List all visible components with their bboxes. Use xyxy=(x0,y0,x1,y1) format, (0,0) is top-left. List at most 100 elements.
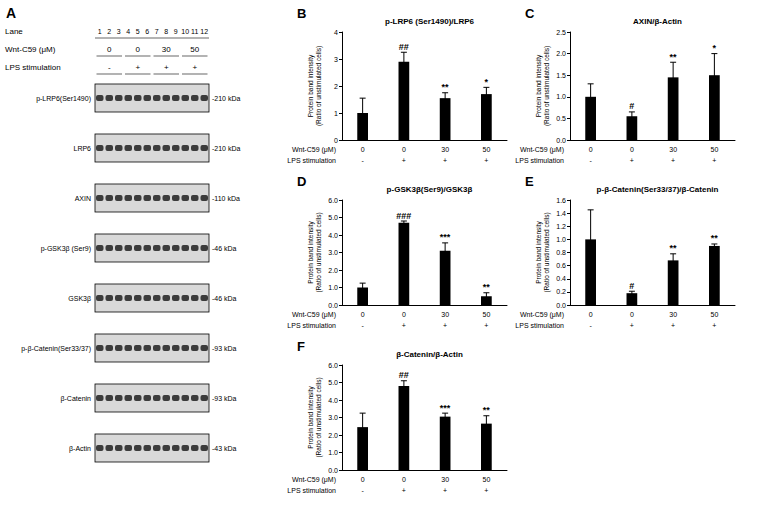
svg-text:+: + xyxy=(712,157,716,164)
svg-text:50: 50 xyxy=(190,45,199,54)
svg-text:Protein band intensity: Protein band intensity xyxy=(535,220,543,283)
svg-text:3.0: 3.0 xyxy=(328,414,338,421)
svg-text:-210 kDa: -210 kDa xyxy=(212,95,241,102)
svg-text:30: 30 xyxy=(669,311,677,318)
svg-text:Wnt-C59 (μM): Wnt-C59 (μM) xyxy=(292,476,336,484)
svg-text:Wnt-C59 (μM): Wnt-C59 (μM) xyxy=(292,311,336,319)
svg-text:**: ** xyxy=(670,52,678,62)
svg-text:-: - xyxy=(361,487,364,494)
svg-text:GSK3β: GSK3β xyxy=(68,295,91,303)
svg-text:0: 0 xyxy=(361,146,365,153)
svg-text:0.8: 0.8 xyxy=(556,249,566,256)
svg-text:11: 11 xyxy=(191,28,198,35)
svg-text:0: 0 xyxy=(107,45,112,54)
svg-text:-: - xyxy=(361,157,364,164)
svg-text:p-β-Catenin(Ser33/37): p-β-Catenin(Ser33/37) xyxy=(21,345,91,353)
svg-text:+: + xyxy=(443,157,447,164)
svg-text:2.0: 2.0 xyxy=(328,432,338,439)
svg-text:**: ** xyxy=(483,405,491,415)
svg-text:-: - xyxy=(108,63,111,72)
svg-text:(Ratio of unstimulated cells): (Ratio of unstimulated cells) xyxy=(315,46,323,126)
svg-text:7: 7 xyxy=(155,28,159,35)
svg-text:0: 0 xyxy=(402,146,406,153)
svg-text:4: 4 xyxy=(126,28,130,35)
svg-text:Wnt-C59 (μM): Wnt-C59 (μM) xyxy=(520,311,564,319)
svg-text:0: 0 xyxy=(402,311,406,318)
svg-text:2.0: 2.0 xyxy=(556,50,566,57)
svg-text:*: * xyxy=(485,77,489,87)
svg-text:30: 30 xyxy=(669,146,677,153)
svg-text:LPS stimulation: LPS stimulation xyxy=(515,157,564,164)
svg-text:1: 1 xyxy=(98,28,102,35)
svg-text:0: 0 xyxy=(589,146,593,153)
svg-text:-46 kDa: -46 kDa xyxy=(212,245,237,252)
svg-text:+: + xyxy=(164,63,169,72)
svg-text:+: + xyxy=(484,322,488,329)
svg-text:50: 50 xyxy=(482,311,490,318)
svg-text:0: 0 xyxy=(589,311,593,318)
svg-text:0: 0 xyxy=(361,311,365,318)
svg-text:30: 30 xyxy=(441,311,449,318)
svg-text:3: 3 xyxy=(117,28,121,35)
svg-text:A: A xyxy=(6,5,16,21)
svg-text:AXIN: AXIN xyxy=(75,195,91,202)
svg-text:-110 kDa: -110 kDa xyxy=(212,195,240,202)
svg-text:50: 50 xyxy=(482,476,490,483)
svg-text:-210 kDa: -210 kDa xyxy=(212,145,241,152)
svg-text:0: 0 xyxy=(402,476,406,483)
svg-text:Wnt-C59 (μM): Wnt-C59 (μM) xyxy=(292,146,336,154)
svg-text:(Ratio of unstimulated cells): (Ratio of unstimulated cells) xyxy=(315,212,323,292)
svg-text:+: + xyxy=(671,157,675,164)
svg-text:LPS stimulation: LPS stimulation xyxy=(5,63,61,72)
svg-text:0.2: 0.2 xyxy=(556,288,566,295)
svg-text:#: # xyxy=(629,101,634,111)
svg-text:E: E xyxy=(525,174,534,189)
svg-text:6.0: 6.0 xyxy=(328,197,338,204)
svg-text:p-LRP6(Ser1490): p-LRP6(Ser1490) xyxy=(36,95,91,103)
svg-text:1.6: 1.6 xyxy=(556,197,566,204)
svg-text:#: # xyxy=(629,281,634,291)
svg-text:-93 kDa: -93 kDa xyxy=(212,345,237,352)
svg-text:9: 9 xyxy=(174,28,178,35)
svg-text:1.0: 1.0 xyxy=(328,284,338,291)
svg-text:+: + xyxy=(630,157,634,164)
svg-text:Wnt-C59 (μM): Wnt-C59 (μM) xyxy=(5,45,56,54)
svg-text:+: + xyxy=(484,487,488,494)
svg-text:β-Catenin: β-Catenin xyxy=(61,395,92,403)
svg-text:4.0: 4.0 xyxy=(328,232,338,239)
svg-text:-: - xyxy=(361,322,364,329)
svg-text:LRP6: LRP6 xyxy=(73,145,91,152)
svg-text:0: 0 xyxy=(334,137,338,144)
svg-text:+: + xyxy=(484,157,488,164)
svg-text:+: + xyxy=(192,63,197,72)
svg-text:3: 3 xyxy=(334,56,338,63)
svg-text:50: 50 xyxy=(710,311,718,318)
svg-text:LPS stimulation: LPS stimulation xyxy=(287,487,336,494)
svg-text:-: - xyxy=(589,157,592,164)
svg-text:1.4: 1.4 xyxy=(556,210,566,217)
svg-text:10: 10 xyxy=(181,28,189,35)
svg-text:Protein band intensity: Protein band intensity xyxy=(307,54,315,117)
svg-text:6: 6 xyxy=(145,28,149,35)
svg-text:LPS stimulation: LPS stimulation xyxy=(287,157,336,164)
svg-text:0.4: 0.4 xyxy=(556,275,566,282)
svg-text:5.0: 5.0 xyxy=(328,214,338,221)
svg-text:2: 2 xyxy=(107,28,111,35)
svg-text:β-Catenin/β-Actin: β-Catenin/β-Actin xyxy=(396,350,463,359)
svg-text:+: + xyxy=(402,157,406,164)
svg-text:LPS stimulation: LPS stimulation xyxy=(287,322,336,329)
svg-text:p-GSK3β(Ser9)/GSK3β: p-GSK3β(Ser9)/GSK3β xyxy=(387,185,473,194)
svg-text:0.6: 0.6 xyxy=(556,262,566,269)
svg-text:###: ### xyxy=(396,211,411,221)
svg-text:2: 2 xyxy=(334,83,338,90)
svg-text:D: D xyxy=(297,174,306,189)
svg-text:AXIN/β-Actin: AXIN/β-Actin xyxy=(633,17,682,26)
svg-text:0.0: 0.0 xyxy=(328,467,338,474)
svg-text:+: + xyxy=(443,322,447,329)
svg-text:F: F xyxy=(297,339,305,354)
svg-text:1.0: 1.0 xyxy=(328,449,338,456)
svg-text:50: 50 xyxy=(710,146,718,153)
svg-text:(Ratio of unstimulated cells): (Ratio of unstimulated cells) xyxy=(543,46,551,126)
svg-text:+: + xyxy=(671,322,675,329)
svg-text:12: 12 xyxy=(200,28,208,35)
